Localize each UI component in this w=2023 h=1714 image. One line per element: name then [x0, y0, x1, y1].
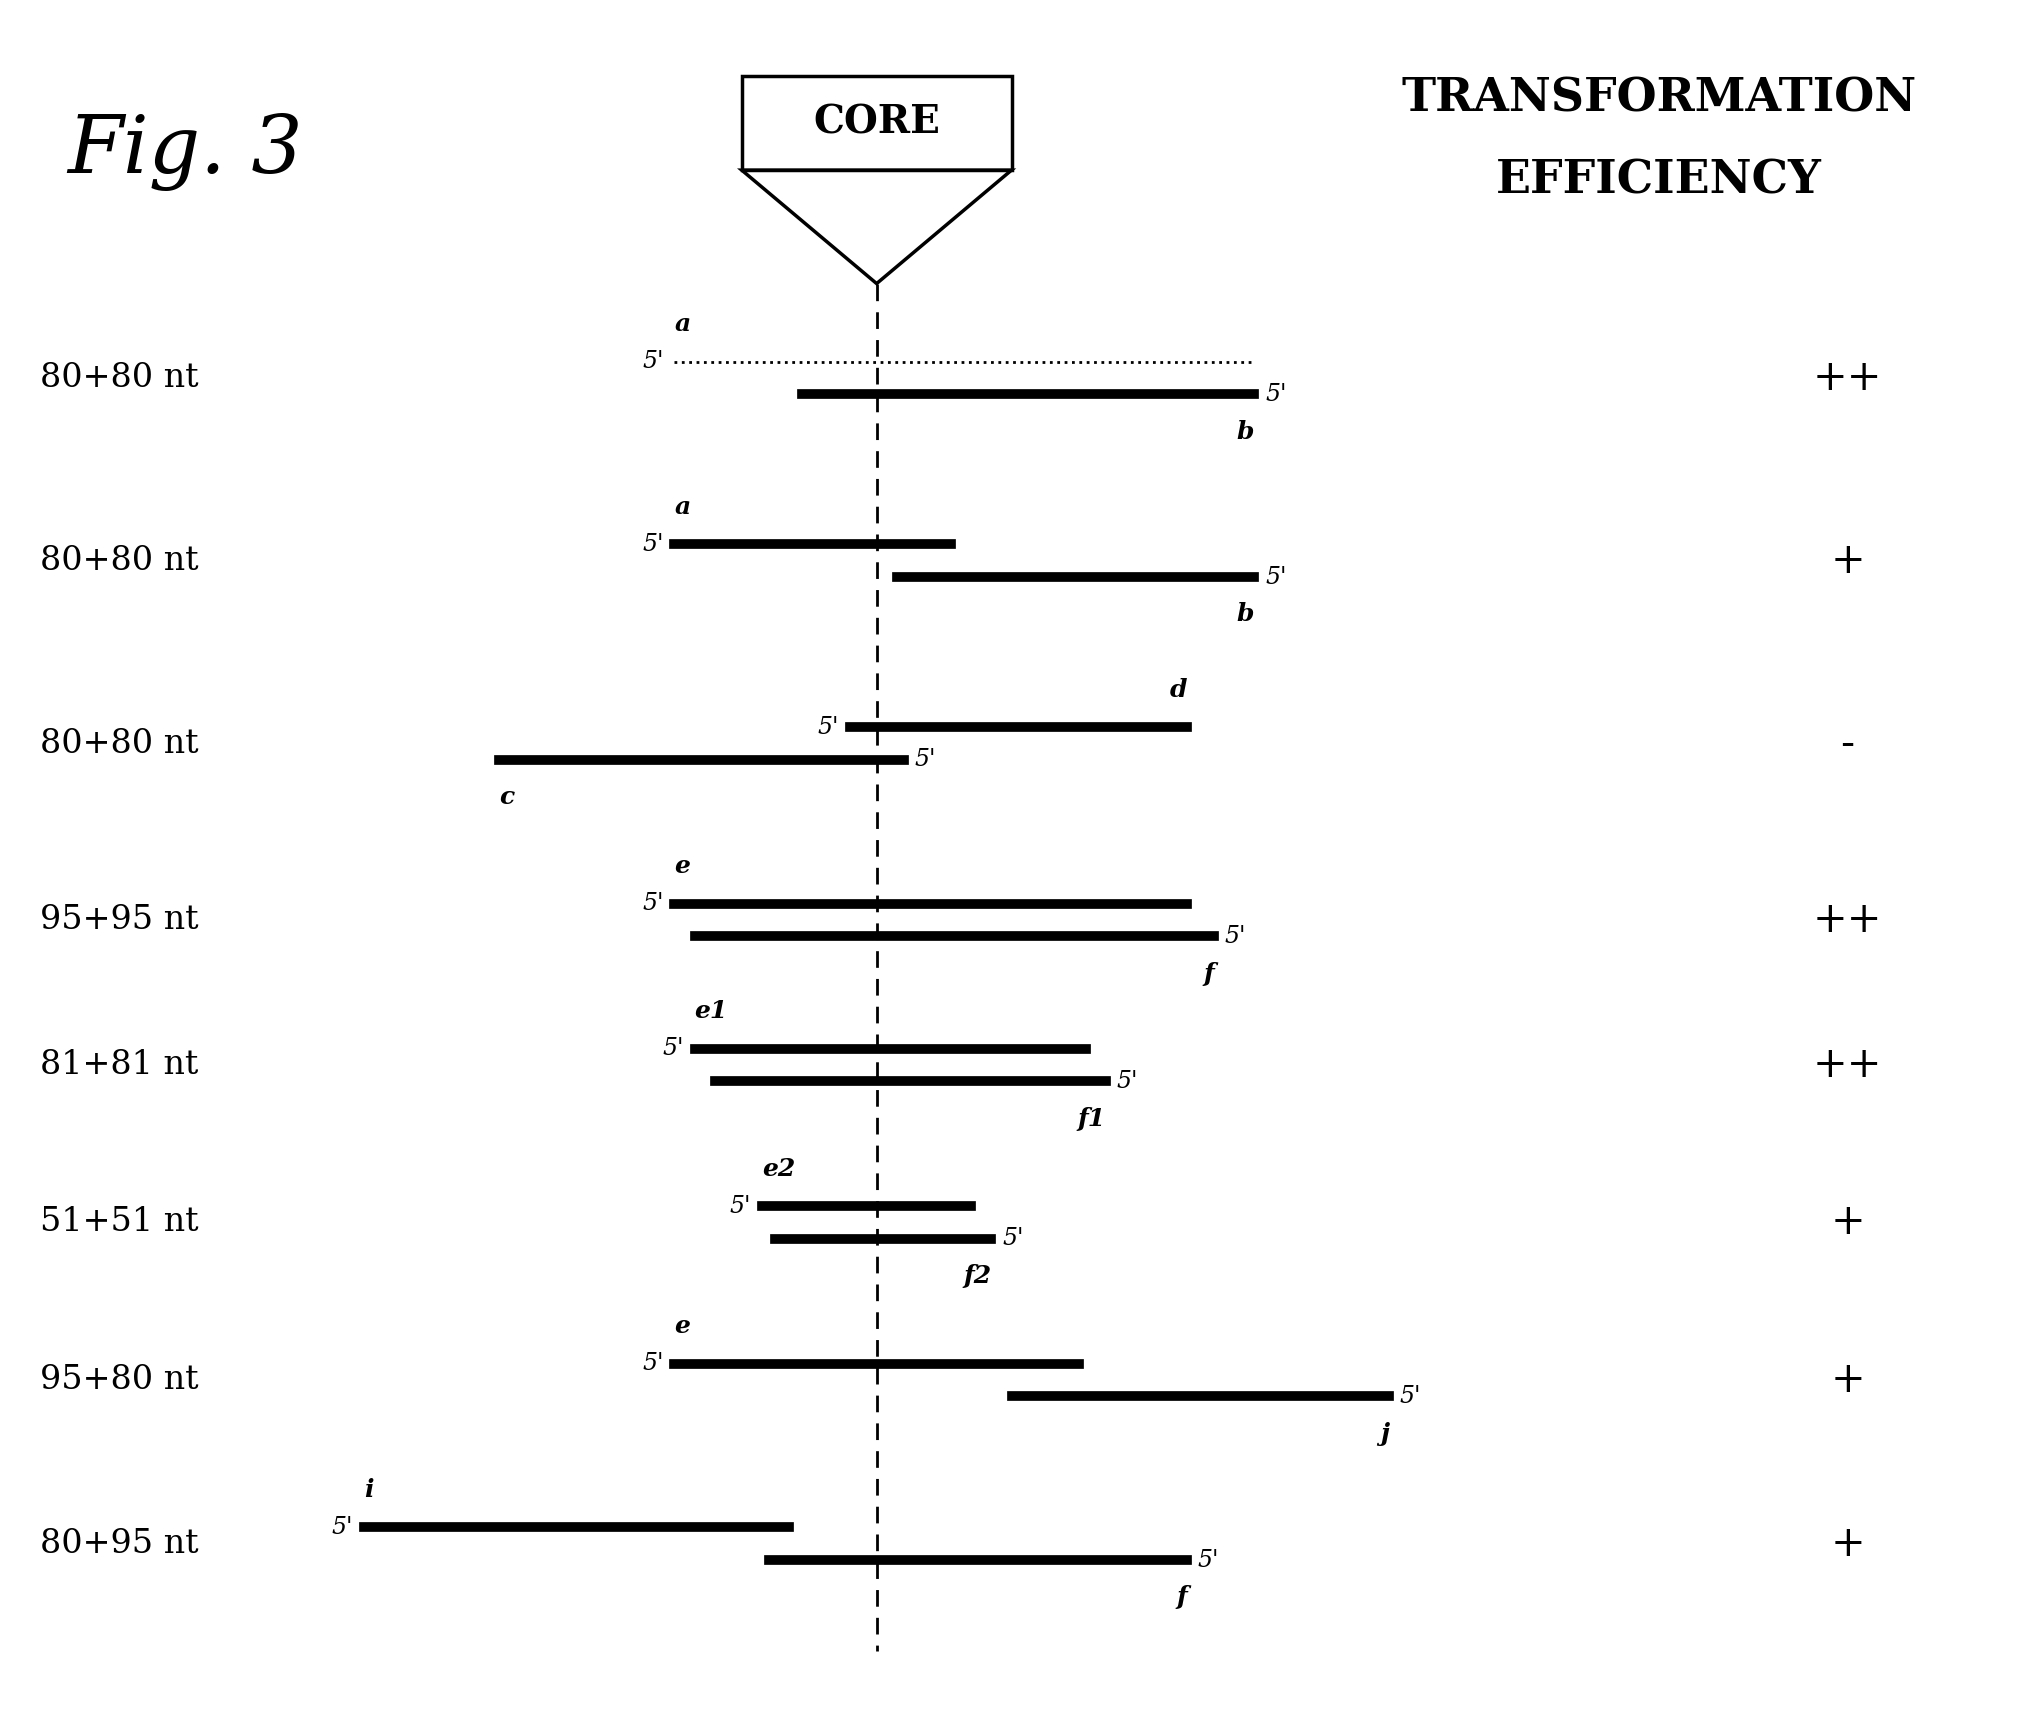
Text: CORE: CORE: [813, 105, 941, 142]
Text: a: a: [674, 495, 690, 519]
Text: ++: ++: [1813, 357, 1883, 399]
Text: f1: f1: [1078, 1107, 1107, 1131]
Text: c: c: [500, 785, 514, 809]
Text: 51+51 nt: 51+51 nt: [40, 1207, 198, 1239]
Text: d: d: [1169, 679, 1188, 703]
Text: e: e: [674, 1315, 690, 1339]
Text: 80+80 nt: 80+80 nt: [40, 362, 198, 394]
Text: b: b: [1236, 420, 1254, 444]
Text: +: +: [1831, 1359, 1865, 1400]
Text: 5': 5': [1264, 382, 1287, 406]
Text: +: +: [1831, 1202, 1865, 1243]
Text: -: -: [1841, 723, 1855, 764]
Text: 5': 5': [817, 716, 840, 739]
Text: e: e: [674, 854, 690, 879]
Text: 5': 5': [1264, 566, 1287, 588]
Text: 5': 5': [1001, 1227, 1024, 1251]
Text: 5': 5': [1400, 1385, 1422, 1407]
Text: 5': 5': [641, 1352, 664, 1375]
Text: 5': 5': [1198, 1549, 1220, 1572]
Text: e2: e2: [763, 1157, 795, 1181]
Text: 5': 5': [641, 533, 664, 555]
Text: 5': 5': [641, 891, 664, 915]
Text: 5': 5': [662, 1037, 684, 1059]
Text: +: +: [1831, 540, 1865, 581]
Text: f: f: [1175, 1585, 1188, 1609]
Text: 80+95 nt: 80+95 nt: [40, 1527, 198, 1560]
Text: ++: ++: [1813, 1044, 1883, 1087]
Text: 80+80 nt: 80+80 nt: [40, 727, 198, 759]
Text: 95+80 nt: 95+80 nt: [40, 1364, 198, 1395]
Text: 5': 5': [641, 350, 664, 374]
Text: 5': 5': [332, 1515, 354, 1539]
Text: e1: e1: [694, 999, 728, 1023]
Text: 95+95 nt: 95+95 nt: [40, 903, 198, 936]
Text: f: f: [1204, 962, 1214, 986]
Text: +: +: [1831, 1522, 1865, 1565]
Text: 80+80 nt: 80+80 nt: [40, 545, 198, 578]
Text: i: i: [364, 1477, 374, 1501]
Text: EFFICIENCY: EFFICIENCY: [1495, 158, 1823, 204]
Text: b: b: [1236, 602, 1254, 626]
Text: a: a: [674, 312, 690, 336]
Text: ++: ++: [1813, 900, 1883, 941]
Text: 5': 5': [730, 1195, 751, 1217]
Text: Fig. 3: Fig. 3: [67, 113, 303, 192]
Text: 5': 5': [1117, 1070, 1139, 1094]
Text: 5': 5': [914, 749, 937, 771]
Text: f2: f2: [963, 1265, 991, 1289]
Text: 5': 5': [1224, 926, 1246, 948]
Text: j: j: [1380, 1421, 1390, 1445]
Text: 81+81 nt: 81+81 nt: [40, 1049, 198, 1082]
Text: TRANSFORMATION: TRANSFORMATION: [1402, 75, 1916, 122]
